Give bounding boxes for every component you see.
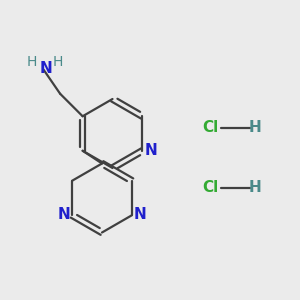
Text: N: N [144,143,157,158]
Text: H: H [249,120,261,135]
Text: N: N [134,207,147,222]
Text: Cl: Cl [202,180,218,195]
Text: H: H [53,55,63,69]
Text: Cl: Cl [202,120,218,135]
Text: N: N [40,61,52,76]
Text: N: N [57,207,70,222]
Text: H: H [26,55,37,69]
Text: H: H [249,180,261,195]
